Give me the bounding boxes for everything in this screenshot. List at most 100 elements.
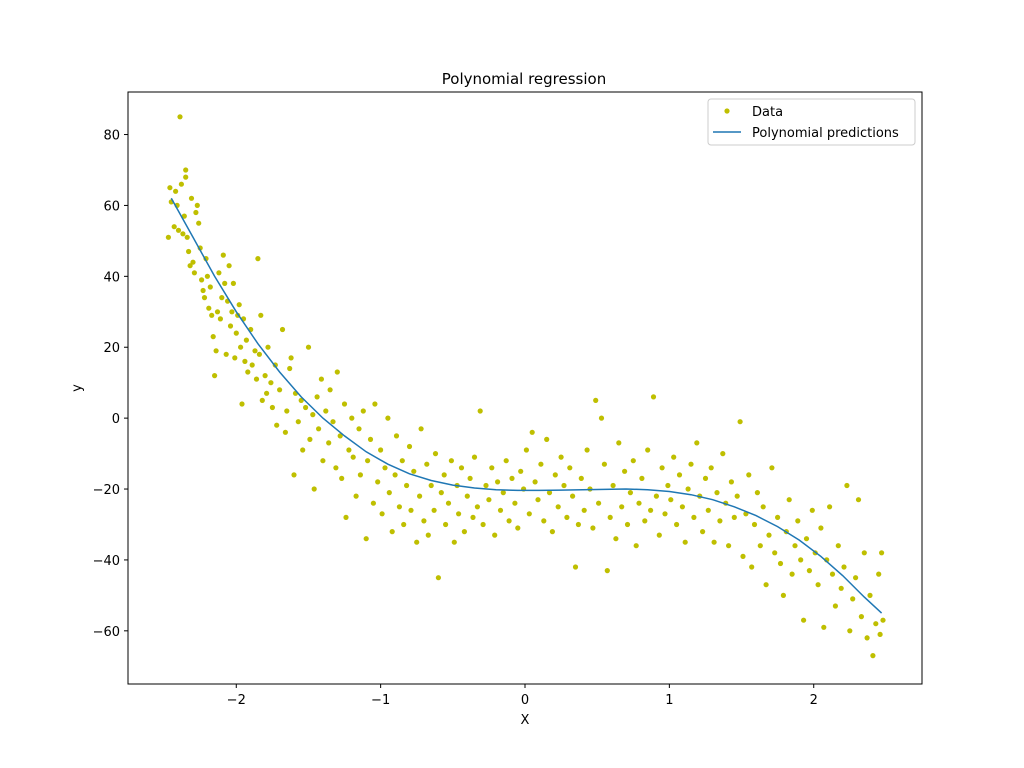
data-point <box>458 465 465 471</box>
data-point <box>333 465 339 471</box>
data-point <box>171 224 177 230</box>
data-point <box>177 114 183 120</box>
data-point <box>598 415 605 421</box>
data-point <box>279 326 286 333</box>
data-point <box>653 493 660 499</box>
data-point <box>688 461 694 467</box>
data-point <box>503 458 509 464</box>
data-point <box>694 440 700 446</box>
data-point <box>277 387 283 393</box>
data-point <box>200 287 206 294</box>
data-point <box>353 493 359 499</box>
data-point <box>256 351 262 357</box>
data-point <box>786 497 792 503</box>
data-point <box>728 479 735 485</box>
data-point <box>385 415 391 421</box>
data-point <box>734 493 740 499</box>
data-point <box>404 482 410 489</box>
data-point <box>349 415 355 421</box>
data-point <box>183 167 189 173</box>
x-axis-label: X <box>521 713 530 728</box>
data-point <box>258 312 264 318</box>
data-point <box>178 181 184 187</box>
data-point <box>367 436 374 442</box>
data-point <box>417 493 423 499</box>
data-point <box>214 309 221 315</box>
data-point <box>656 532 662 538</box>
data-point <box>448 458 454 464</box>
data-point <box>806 568 813 574</box>
data-point <box>665 482 671 489</box>
data-point <box>835 543 841 549</box>
data-point <box>227 323 234 329</box>
data-point <box>291 472 297 478</box>
data-point <box>180 231 186 237</box>
x-tick-label: 0 <box>521 693 529 708</box>
data-point <box>838 585 844 591</box>
data-point <box>243 337 249 343</box>
data-point <box>818 525 824 531</box>
y-tick-label: 80 <box>103 129 120 144</box>
data-point <box>303 404 309 411</box>
data-point <box>648 507 654 513</box>
data-point <box>236 302 242 308</box>
data-point <box>316 426 322 432</box>
chart-title: Polynomial regression <box>442 70 606 88</box>
data-point <box>558 454 564 460</box>
data-point <box>314 394 320 400</box>
data-point <box>702 475 709 481</box>
data-point <box>173 188 179 194</box>
data-point <box>334 369 340 375</box>
data-point <box>645 447 651 453</box>
data-point <box>506 518 512 524</box>
data-point <box>622 468 628 474</box>
data-point <box>204 273 210 279</box>
data-point <box>801 617 807 623</box>
data-point <box>489 465 495 471</box>
data-point <box>509 475 515 481</box>
data-point <box>207 284 213 290</box>
data-point <box>165 234 171 240</box>
data-point <box>751 521 758 528</box>
plot-area <box>165 114 886 659</box>
data-point <box>323 408 329 414</box>
data-point <box>451 539 457 545</box>
data-point <box>676 472 683 478</box>
y-tick-label: −40 <box>93 554 120 569</box>
data-point <box>497 507 504 513</box>
y-tick-label: 20 <box>103 341 120 356</box>
data-point <box>777 560 784 567</box>
data-point <box>772 550 778 556</box>
data-point <box>265 344 271 350</box>
data-point <box>255 256 261 262</box>
data-point <box>233 330 239 336</box>
data-point <box>760 504 766 510</box>
data-point <box>685 486 691 492</box>
data-point <box>435 575 441 581</box>
legend-label-data: Data <box>752 105 783 120</box>
data-point <box>596 500 602 506</box>
data-point <box>775 514 781 521</box>
legend: Data Polynomial predictions <box>707 98 916 146</box>
data-point <box>184 234 190 240</box>
data-point <box>523 447 530 453</box>
data-point <box>864 635 870 641</box>
data-point <box>581 507 587 513</box>
data-point <box>343 514 349 521</box>
data-point <box>284 408 290 414</box>
data-point <box>593 397 599 403</box>
data-point <box>879 550 885 556</box>
data-point <box>549 529 556 535</box>
data-point <box>700 529 706 535</box>
data-point <box>798 557 804 563</box>
data-point <box>746 472 752 478</box>
data-point <box>360 408 366 414</box>
data-point <box>526 511 532 517</box>
data-point <box>714 490 720 496</box>
data-point <box>642 518 648 524</box>
data-point <box>552 472 558 478</box>
data-point <box>375 479 381 485</box>
data-point <box>538 461 544 467</box>
data-point <box>679 504 686 510</box>
